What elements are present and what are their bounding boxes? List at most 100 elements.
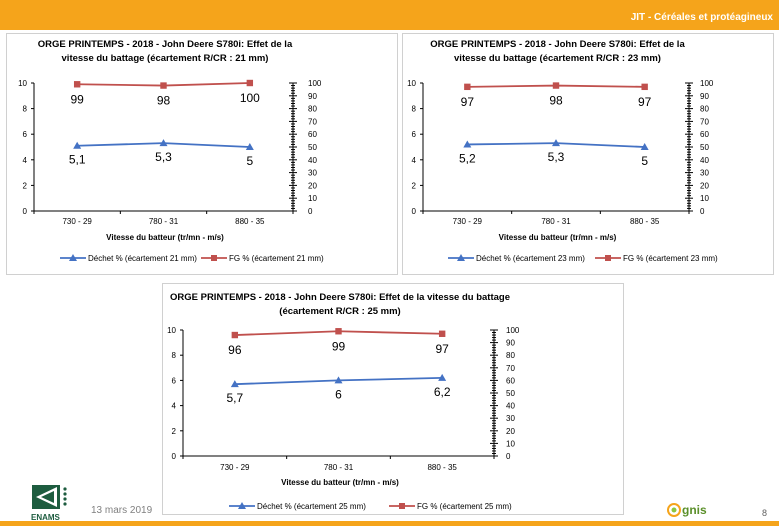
c0-right-tick-label: 0 <box>308 207 313 216</box>
c2-title-line: (écartement R/CR : 25 mm) <box>279 306 400 317</box>
c1-x-axis-label: Vitesse du batteur (tr/mn - m/s) <box>499 233 617 242</box>
c2-left-tick-label: 6 <box>172 376 177 385</box>
c1-fg-point <box>641 83 648 91</box>
gnis-logo: gnis <box>667 503 707 517</box>
c0-right-tick-label: 80 <box>308 105 317 114</box>
c2-legend-label: Déchet % (écartement 25 mm) <box>257 502 366 511</box>
header-title: JIT - Céréales et protéagineux <box>630 12 773 23</box>
c2-left-tick-label: 8 <box>172 351 177 360</box>
c0-left-tick-label: 4 <box>23 156 28 165</box>
c2-right-tick-label: 40 <box>506 402 515 411</box>
c0-right-tick-label: 40 <box>308 156 317 165</box>
chart-panel-21mm: ORGE PRINTEMPS - 2018 - John Deere S780i… <box>6 33 398 275</box>
c1-right-tick-label: 40 <box>700 156 709 165</box>
c1-data-label: 98 <box>549 94 563 108</box>
top-accent-bar <box>0 0 779 6</box>
c0-x-axis-label: Vitesse du batteur (tr/mn - m/s) <box>106 233 224 242</box>
c2-right-tick-label: 20 <box>506 427 515 436</box>
c0-data-label: 99 <box>70 92 84 106</box>
c2-fg-point <box>335 328 342 335</box>
c2-data-label: 6 <box>335 387 342 401</box>
c2-right-tick-label: 100 <box>506 326 520 335</box>
c0-left-tick-label: 10 <box>18 79 27 88</box>
c2-data-label: 6,2 <box>434 385 451 399</box>
c2-dechet-point <box>230 380 239 388</box>
c0-right-tick-label: 30 <box>308 169 317 178</box>
c1-left-tick-label: 10 <box>407 79 416 88</box>
c1-data-label: 97 <box>461 95 475 109</box>
c0-right-tick-label: 10 <box>308 194 317 203</box>
c1-left-tick-label: 0 <box>412 207 417 216</box>
c0-data-label: 100 <box>240 91 260 105</box>
c2-data-label: 99 <box>332 339 346 353</box>
c0-data-label: 98 <box>157 94 171 108</box>
c0-right-tick-label: 90 <box>308 92 317 101</box>
c1-legend-label: FG % (écartement 23 mm) <box>623 254 718 263</box>
c0-left-tick-label: 6 <box>23 130 28 139</box>
c2-left-tick-label: 4 <box>172 402 177 411</box>
c2-data-label: 97 <box>435 342 449 356</box>
c0-dechet-point <box>245 143 254 150</box>
c1-legend-label: Déchet % (écartement 23 mm) <box>476 254 585 263</box>
enams-logo-text: ENAMS <box>31 513 61 522</box>
c0-right-tick-label: 70 <box>308 117 317 126</box>
c1-right-tick-label: 50 <box>700 143 709 152</box>
c2-category-label: 780 - 31 <box>324 463 354 472</box>
c1-right-tick-label: 80 <box>700 105 709 114</box>
c0-data-label: 5,1 <box>69 153 86 167</box>
c0-fg-point <box>160 82 167 89</box>
c1-left-tick-label: 2 <box>412 181 417 190</box>
c2-title-line: ORGE PRINTEMPS - 2018 - John Deere S780i… <box>170 292 510 303</box>
c2-left-tick-label: 0 <box>172 452 177 461</box>
c0-legend-marker <box>211 255 217 261</box>
c2-right-tick-label: 30 <box>506 414 515 423</box>
c1-data-label: 5,3 <box>548 150 565 164</box>
chart-panel-23mm: ORGE PRINTEMPS - 2018 - John Deere S780i… <box>402 33 774 275</box>
c0-dechet-point <box>159 139 168 147</box>
c1-right-tick-label: 10 <box>700 194 709 203</box>
c2-category-label: 730 - 29 <box>220 463 250 472</box>
c2-category-label: 880 - 35 <box>427 463 457 472</box>
c0-right-tick-label: 60 <box>308 130 317 139</box>
c2-right-tick-label: 90 <box>506 339 515 348</box>
chart-23mm: ORGE PRINTEMPS - 2018 - John Deere S780i… <box>407 39 718 263</box>
c2-legend-marker <box>238 502 246 509</box>
c1-right-tick-label: 100 <box>700 79 714 88</box>
c2-legend-label: FG % (écartement 25 mm) <box>417 502 512 511</box>
c0-category-label: 730 - 29 <box>62 217 92 226</box>
c1-category-label: 780 - 31 <box>541 217 571 226</box>
c2-right-tick-label: 50 <box>506 389 515 398</box>
c1-right-tick-label: 60 <box>700 130 709 139</box>
c0-right-tick-label: 100 <box>308 79 322 88</box>
c1-right-tick-label: 30 <box>700 169 709 178</box>
c2-data-label: 96 <box>228 343 242 357</box>
footer-accent-bar <box>0 521 779 526</box>
c2-legend-marker <box>399 503 405 509</box>
c0-data-label: 5 <box>246 154 253 168</box>
c1-category-label: 880 - 35 <box>630 217 660 226</box>
c2-fg-point <box>231 331 239 339</box>
c1-title-line: vitesse du battage (écartement R/CR : 23… <box>454 53 661 64</box>
c1-right-tick-label: 70 <box>700 117 709 126</box>
c1-left-tick-label: 8 <box>412 105 417 114</box>
c2-right-tick-label: 10 <box>506 439 515 448</box>
enams-logo: ENAMS <box>31 485 67 522</box>
c2-data-label: 5,7 <box>226 391 243 405</box>
c0-dechet-point <box>73 141 82 149</box>
c0-left-tick-label: 0 <box>23 207 28 216</box>
c1-left-tick-label: 6 <box>412 130 417 139</box>
chart-25mm: ORGE PRINTEMPS - 2018 - John Deere S780i… <box>167 292 520 511</box>
c1-dechet-point <box>552 139 560 147</box>
c1-data-label: 5,2 <box>459 151 476 165</box>
c0-right-tick-label: 50 <box>308 143 317 152</box>
c1-dechet-point <box>640 143 649 150</box>
c1-title-line: ORGE PRINTEMPS - 2018 - John Deere S780i… <box>430 39 685 50</box>
c0-left-tick-label: 8 <box>23 105 28 114</box>
c1-right-tick-label: 20 <box>700 181 709 190</box>
c1-legend-marker <box>605 255 611 261</box>
header-bar <box>0 6 779 30</box>
c1-right-tick-label: 0 <box>700 207 705 216</box>
c0-category-label: 880 - 35 <box>235 217 265 226</box>
c0-category-label: 780 - 31 <box>149 217 179 226</box>
footer-date: 13 mars 2019 <box>91 505 153 516</box>
